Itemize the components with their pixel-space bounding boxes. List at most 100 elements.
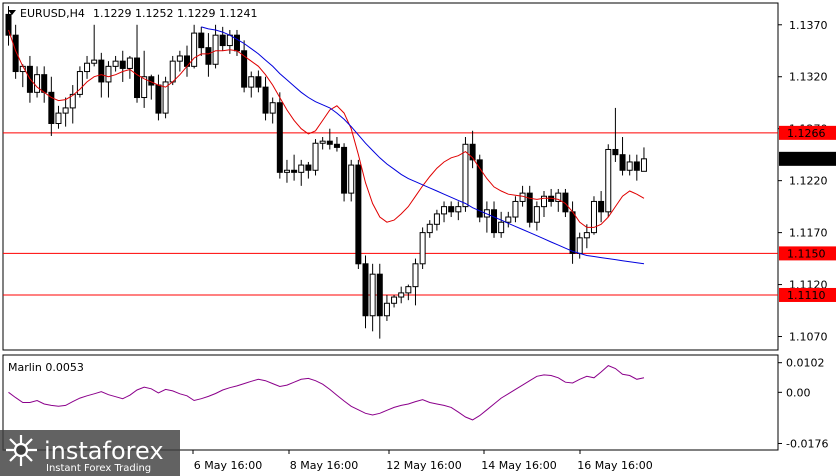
- candle: [248, 71, 255, 98]
- candle: [412, 258, 419, 306]
- candle: [269, 97, 276, 124]
- candle: [69, 85, 76, 124]
- candle: [362, 255, 369, 329]
- candle: [555, 188, 562, 212]
- indicator-tick-label: -0.0176: [786, 437, 828, 450]
- price-tick-label: 1.1170: [789, 227, 828, 240]
- price-tick-label: 1.1220: [789, 175, 828, 188]
- candle: [298, 159, 305, 186]
- candle: [176, 50, 183, 72]
- current-price-label: 1.1241: [787, 153, 826, 166]
- candle: [376, 263, 383, 339]
- candle: [326, 128, 333, 150]
- candle: [590, 196, 597, 235]
- candle: [112, 55, 119, 72]
- time-label: 8 May 16:00: [290, 459, 358, 472]
- candle: [162, 76, 169, 119]
- indicator-axis: 0.0102 0.00 -0.0176: [778, 357, 828, 450]
- candle: [333, 137, 340, 152]
- candle: [505, 211, 512, 228]
- candle: [612, 107, 619, 162]
- candle: [62, 97, 69, 127]
- level-tag-label: 1.1110: [787, 289, 826, 302]
- candle: [55, 105, 62, 129]
- price-pane: [2, 2, 779, 351]
- candle: [426, 220, 433, 238]
- candle: [276, 92, 283, 179]
- candle: [312, 139, 319, 176]
- candle: [205, 33, 212, 77]
- candle: [441, 201, 448, 223]
- price-axis: 1.13701.13201.12701.12201.11701.11201.10…: [778, 19, 836, 344]
- candle: [619, 137, 626, 176]
- ma-fast-line: [8, 29, 645, 228]
- candle: [341, 143, 348, 202]
- candle: [283, 159, 290, 183]
- price-tick-label: 1.1370: [789, 19, 828, 32]
- candle: [291, 154, 298, 181]
- level-tag: [779, 246, 836, 261]
- candle: [526, 185, 533, 228]
- candle: [219, 26, 226, 51]
- candle: [241, 40, 248, 93]
- candle: [419, 227, 426, 269]
- candles: [5, 6, 647, 339]
- candle: [633, 154, 640, 181]
- candle: [640, 147, 647, 172]
- candle: [262, 76, 269, 121]
- candle: [126, 55, 133, 79]
- price-tick-label: 1.1070: [789, 331, 828, 344]
- candle: [398, 286, 405, 304]
- indicator-tick-label: 0.00: [786, 386, 811, 399]
- level-tag: [779, 287, 836, 302]
- candle: [605, 144, 612, 218]
- candle: [305, 161, 312, 179]
- time-label: 6 May 16:00: [194, 459, 262, 472]
- price-tick-label: 1.1320: [789, 71, 828, 84]
- candle: [91, 24, 98, 67]
- time-label: 14 May 16:00: [481, 459, 556, 472]
- candle: [498, 211, 505, 238]
- time-label: 16 May 16:00: [577, 459, 652, 472]
- candle: [191, 24, 198, 69]
- brand-name: instaforex: [44, 437, 164, 465]
- symbol-label: EURUSD,H4: [20, 7, 85, 20]
- candle: [319, 137, 326, 150]
- candle: [433, 209, 440, 231]
- candle: [255, 70, 262, 93]
- candle: [348, 159, 355, 202]
- brand-tagline: Instant Forex Trading: [46, 463, 151, 474]
- candle: [462, 137, 469, 212]
- ma-slow-line: [201, 26, 645, 265]
- candle: [541, 191, 547, 218]
- candle: [84, 55, 91, 79]
- candle: [134, 24, 141, 103]
- candle: [405, 284, 412, 301]
- indicator-label: Marlin 0.0053: [8, 361, 84, 374]
- ohlc-values: 1.1229 1.1252 1.1229 1.1241: [93, 7, 257, 20]
- candle: [383, 294, 390, 321]
- candle: [448, 201, 455, 218]
- candle: [626, 154, 633, 176]
- candle: [141, 50, 148, 108]
- candle: [583, 224, 590, 249]
- level-lines: [3, 132, 778, 296]
- menu-triangle-icon[interactable]: [8, 10, 16, 15]
- instaforex-logo: instaforex Instant Forex Trading: [0, 430, 180, 476]
- level-tag-label: 1.1266: [787, 127, 826, 140]
- level-tag: [779, 125, 836, 140]
- time-label: 12 May 16:00: [386, 459, 461, 472]
- indicator-tick-label: 0.0102: [786, 357, 825, 370]
- marlin-line: [8, 365, 645, 421]
- current-price-tag: [779, 151, 836, 166]
- candle: [533, 201, 540, 231]
- candle: [598, 191, 605, 223]
- candle: [48, 76, 55, 136]
- time-axis: 6 May 16:00 8 May 16:00 12 May 16:00 14 May…: [192, 450, 653, 472]
- candle: [5, 6, 12, 46]
- candle: [391, 294, 398, 308]
- candle: [369, 263, 376, 332]
- level-tag-label: 1.1150: [787, 247, 826, 260]
- candle: [76, 66, 83, 98]
